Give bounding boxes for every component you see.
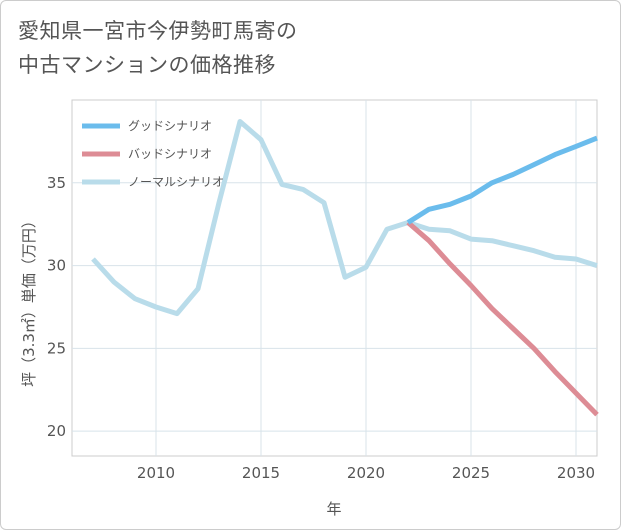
y-tick-label: 20: [47, 422, 66, 440]
chart-title-line-2: 中古マンションの価格推移: [18, 53, 276, 77]
legend-label: グッドシナリオ: [128, 119, 212, 133]
x-tick-label: 2020: [347, 464, 385, 482]
legend-label: バッドシナリオ: [128, 147, 212, 161]
y-tick-label: 30: [47, 257, 66, 275]
x-axis-title: 年: [326, 500, 341, 518]
chart-title: 愛知県一宮市今伊勢町馬寄の 中古マンションの価格推移: [18, 14, 298, 82]
chart-title-line-1: 愛知県一宮市今伊勢町馬寄の: [18, 19, 298, 43]
y-tick-label: 25: [47, 339, 66, 357]
legend-label: ノーマルシナリオ: [128, 175, 224, 189]
x-tick-label: 2010: [137, 464, 175, 482]
series-line-1: [406, 220, 599, 417]
series-line-0: [406, 135, 598, 225]
y-axis-title: 坪（3.3㎡）単価（万円）: [20, 213, 38, 387]
x-tick-label: 2015: [242, 464, 280, 482]
y-tick-label: 35: [47, 174, 66, 192]
plot-area: [71, 99, 598, 457]
x-tick-label: 2030: [557, 464, 595, 482]
data-series: [91, 119, 599, 417]
series-line-2: [91, 119, 598, 317]
x-tick-label: 2025: [452, 464, 490, 482]
grid-lines: [72, 100, 597, 456]
